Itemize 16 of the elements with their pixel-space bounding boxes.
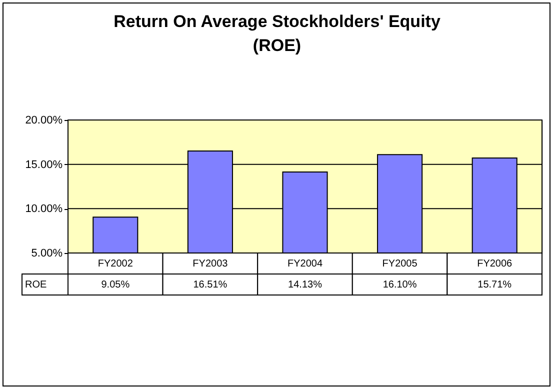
data-label: 14.13% (288, 280, 322, 290)
data-label: 15.71% (478, 280, 512, 290)
y-tick-label: 20.00% (25, 114, 63, 126)
text: ROE (25, 280, 47, 290)
x-tick-label: FY2005 (382, 258, 418, 270)
y-tick-label: 15.00% (25, 158, 63, 171)
y-tick-label: 10.00% (25, 203, 63, 216)
x-tick-label: FY2003 (192, 258, 228, 270)
x-tick-label: FY2002 (98, 258, 134, 270)
x-tick-label: FY2006 (477, 258, 513, 270)
y-tick-label: 5.00% (31, 248, 63, 260)
chart-title: Return On Average Stockholders' Equity (ROE) (114, 12, 441, 55)
data-label: 16.51% (193, 280, 228, 290)
x-tick-label: FY2004 (287, 258, 323, 270)
data-label: 9.05% (101, 280, 130, 290)
data-label: 16.10% (382, 280, 417, 290)
